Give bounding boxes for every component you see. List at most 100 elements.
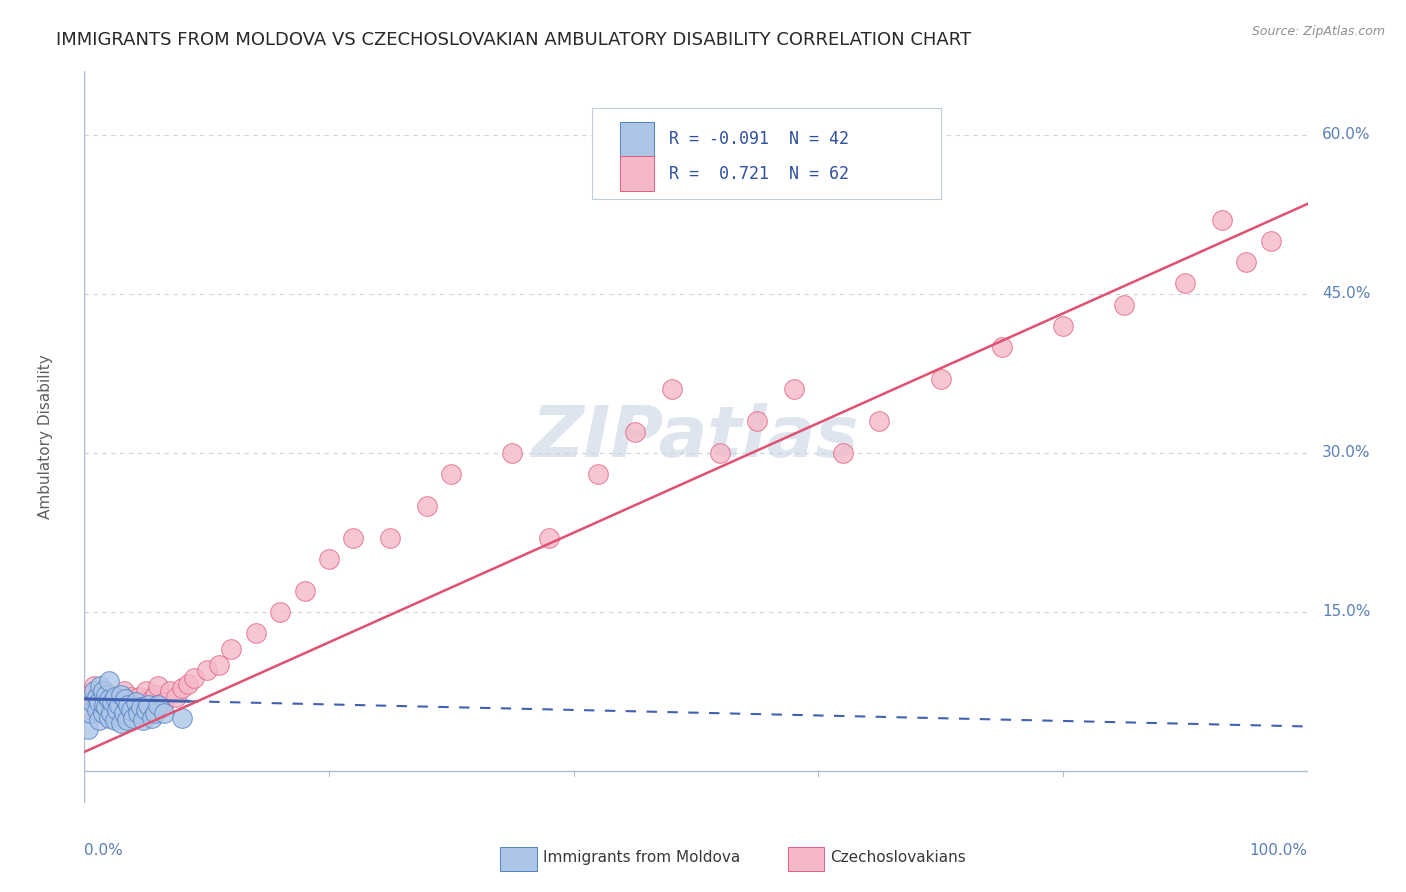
Point	[747, 414, 769, 428]
Point	[135, 702, 157, 716]
Point	[80, 695, 103, 709]
Point	[105, 706, 128, 720]
Point	[183, 671, 205, 685]
Text: IMMIGRANTS FROM MOLDOVA VS CZECHOSLOVAKIAN AMBULATORY DISABILITY CORRELATION CHA: IMMIGRANTS FROM MOLDOVA VS CZECHOSLOVAKI…	[56, 31, 972, 49]
Point	[1236, 255, 1258, 269]
Text: 0.0%: 0.0%	[84, 843, 124, 858]
Point	[141, 692, 163, 706]
Text: ZIPatlas: ZIPatlas	[533, 402, 859, 472]
Point	[86, 695, 108, 709]
Point	[502, 446, 524, 460]
Point	[125, 695, 148, 709]
Point	[110, 688, 132, 702]
Point	[93, 698, 115, 713]
Point	[172, 681, 194, 696]
Point	[101, 695, 124, 709]
Point	[104, 713, 127, 727]
Text: 15.0%: 15.0%	[1322, 605, 1371, 619]
Point	[624, 425, 647, 439]
Text: 30.0%: 30.0%	[1322, 445, 1371, 460]
Point	[1211, 212, 1233, 227]
Point	[159, 684, 181, 698]
Text: R = -0.091  N = 42: R = -0.091 N = 42	[669, 130, 849, 148]
Point	[97, 673, 120, 688]
Point	[100, 688, 122, 702]
Point	[380, 531, 402, 545]
Point	[86, 690, 108, 704]
Point	[96, 688, 118, 702]
Point	[143, 688, 166, 702]
Point	[661, 383, 683, 397]
Point	[342, 531, 364, 545]
Point	[440, 467, 463, 482]
Point	[269, 605, 291, 619]
Point	[146, 679, 169, 693]
Point	[107, 698, 129, 713]
Point	[91, 706, 114, 720]
Point	[709, 446, 731, 460]
Point	[122, 711, 145, 725]
Point	[219, 642, 242, 657]
Point	[141, 711, 163, 725]
Point	[318, 552, 340, 566]
Point	[120, 690, 142, 704]
Point	[115, 713, 138, 727]
Text: R =  0.721  N = 62: R = 0.721 N = 62	[669, 165, 849, 183]
Point	[87, 690, 110, 704]
Point	[1114, 297, 1136, 311]
Text: 45.0%: 45.0%	[1322, 286, 1371, 301]
Point	[97, 692, 120, 706]
Point	[1174, 277, 1197, 291]
Point	[165, 690, 187, 704]
FancyBboxPatch shape	[620, 122, 654, 157]
Point	[97, 711, 120, 725]
Point	[294, 583, 316, 598]
Point	[208, 658, 231, 673]
Point	[146, 698, 169, 713]
Point	[91, 692, 114, 706]
Point	[416, 499, 439, 513]
Point	[153, 695, 176, 709]
Text: 100.0%: 100.0%	[1250, 843, 1308, 858]
Point	[96, 700, 118, 714]
Point	[135, 684, 157, 698]
Point	[128, 690, 150, 704]
Point	[77, 722, 100, 736]
Point	[929, 372, 952, 386]
Text: Czechoslovakians: Czechoslovakians	[831, 850, 966, 865]
Point	[83, 684, 105, 698]
Point	[114, 692, 136, 706]
Text: Ambulatory Disability: Ambulatory Disability	[38, 355, 52, 519]
Point	[172, 711, 194, 725]
Point	[125, 706, 148, 720]
Point	[869, 414, 891, 428]
Point	[132, 700, 155, 714]
Point	[132, 713, 155, 727]
Point	[105, 702, 128, 716]
Point	[83, 679, 105, 693]
Point	[245, 626, 267, 640]
Text: Source: ZipAtlas.com: Source: ZipAtlas.com	[1251, 25, 1385, 38]
Point	[136, 698, 159, 713]
Point	[783, 383, 806, 397]
Point	[1260, 234, 1282, 248]
Point	[586, 467, 609, 482]
Point	[89, 679, 111, 693]
Point	[122, 695, 145, 709]
Point	[831, 446, 853, 460]
Point	[110, 700, 132, 714]
Point	[195, 663, 218, 677]
FancyBboxPatch shape	[501, 847, 537, 871]
Point	[127, 706, 149, 720]
Point	[115, 698, 138, 713]
Point	[991, 340, 1014, 354]
Point	[103, 695, 125, 709]
Point	[107, 692, 129, 706]
Point	[80, 702, 103, 716]
Point	[79, 706, 101, 720]
Point	[538, 531, 561, 545]
Point	[91, 684, 114, 698]
Point	[117, 698, 139, 713]
Text: 60.0%: 60.0%	[1322, 128, 1371, 143]
Point	[79, 688, 101, 702]
